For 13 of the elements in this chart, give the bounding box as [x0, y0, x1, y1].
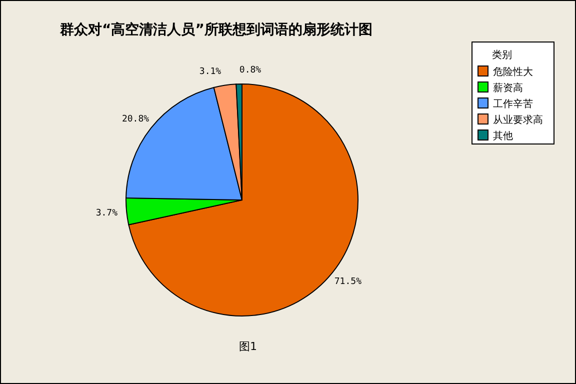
legend-label: 工作辛苦 [493, 98, 533, 110]
legend-title: 类别 [492, 49, 512, 61]
data-label: 3.1% [199, 66, 222, 77]
legend-label: 其他 [493, 130, 513, 142]
data-label: 20.8% [122, 114, 150, 125]
data-label: 3.7% [96, 208, 118, 218]
caption: 图1 [239, 340, 257, 353]
legend-label: 薪资高 [493, 82, 523, 94]
legend-label: 危险性大 [493, 66, 533, 78]
data-label: 0.8% [239, 65, 262, 76]
legend-label: 从业要求高 [493, 114, 543, 126]
data-label: 71.5% [334, 276, 362, 287]
chart-title: 群众对“高空清洁人员”所联想到词语的扇形统计图 [59, 21, 372, 38]
